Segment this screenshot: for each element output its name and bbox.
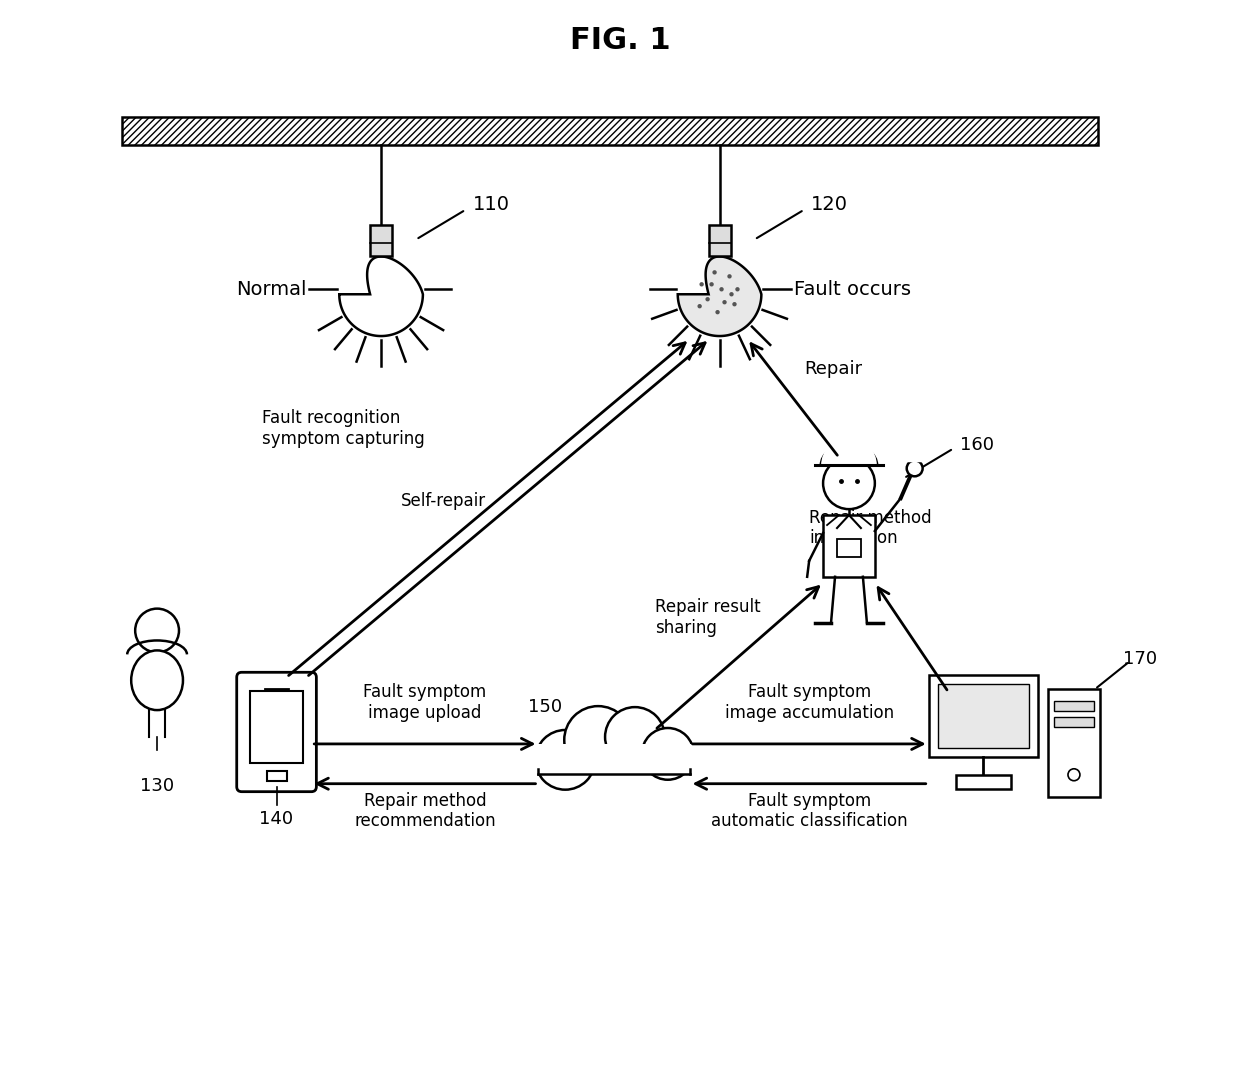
Text: 120: 120 xyxy=(811,195,848,215)
Bar xyxy=(249,691,304,763)
Text: FIG. 1: FIG. 1 xyxy=(569,26,671,55)
Text: Repair result
sharing: Repair result sharing xyxy=(655,598,760,637)
Bar xyxy=(532,744,708,774)
Circle shape xyxy=(1068,768,1080,781)
Circle shape xyxy=(564,706,632,774)
Circle shape xyxy=(642,727,693,780)
Text: Repair method
instruction: Repair method instruction xyxy=(810,509,931,547)
Bar xyxy=(1054,701,1094,711)
Text: Fault symptom
automatic classification: Fault symptom automatic classification xyxy=(711,792,908,831)
Text: 170: 170 xyxy=(1122,650,1157,668)
Wedge shape xyxy=(821,438,877,466)
FancyBboxPatch shape xyxy=(237,673,316,792)
Circle shape xyxy=(733,302,737,307)
Text: Normal: Normal xyxy=(236,280,306,298)
Circle shape xyxy=(715,310,719,314)
Circle shape xyxy=(719,288,724,292)
Bar xyxy=(1048,689,1100,796)
Bar xyxy=(1054,717,1094,727)
Polygon shape xyxy=(340,256,423,336)
Text: 160: 160 xyxy=(961,437,994,455)
Text: Repair: Repair xyxy=(805,359,862,378)
Text: 130: 130 xyxy=(140,777,174,795)
Bar xyxy=(123,117,1097,145)
Text: Fault recognition
symptom capturing: Fault recognition symptom capturing xyxy=(262,409,424,447)
Text: Fault symptom
image upload: Fault symptom image upload xyxy=(363,684,486,722)
Circle shape xyxy=(697,304,702,308)
Circle shape xyxy=(823,457,875,510)
Circle shape xyxy=(135,608,179,652)
Bar xyxy=(123,117,1097,145)
Bar xyxy=(370,224,392,256)
Circle shape xyxy=(699,282,704,286)
Bar xyxy=(267,770,286,781)
Circle shape xyxy=(536,730,595,790)
Text: Fault symptom
image accumulation: Fault symptom image accumulation xyxy=(724,684,894,722)
Circle shape xyxy=(709,282,714,286)
Bar xyxy=(937,685,1029,748)
Text: 110: 110 xyxy=(472,195,510,215)
Circle shape xyxy=(728,275,732,279)
Ellipse shape xyxy=(131,650,184,710)
Circle shape xyxy=(729,292,734,296)
Polygon shape xyxy=(678,256,761,336)
Circle shape xyxy=(713,270,717,275)
Text: Fault occurs: Fault occurs xyxy=(794,280,911,298)
Circle shape xyxy=(723,300,727,305)
Circle shape xyxy=(906,460,923,476)
Bar xyxy=(929,675,1038,756)
Text: Repair method
recommendation: Repair method recommendation xyxy=(355,792,496,831)
Bar xyxy=(837,539,861,557)
Circle shape xyxy=(605,707,665,767)
Bar xyxy=(708,224,730,256)
Circle shape xyxy=(735,288,740,292)
Text: Self-repair: Self-repair xyxy=(401,493,486,510)
Text: 150: 150 xyxy=(528,699,563,716)
Bar xyxy=(823,515,875,577)
Text: 140: 140 xyxy=(259,810,294,827)
Circle shape xyxy=(706,297,709,302)
Bar xyxy=(956,775,1011,789)
